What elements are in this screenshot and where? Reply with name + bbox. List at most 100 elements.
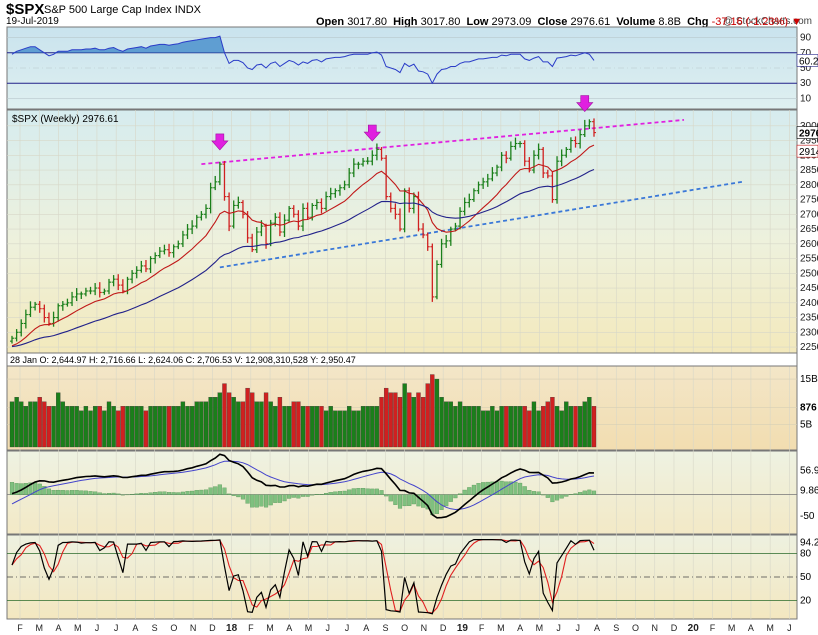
macd-hist-35 xyxy=(171,492,176,495)
macd-hist-41 xyxy=(199,489,204,495)
macd-hist-16 xyxy=(83,490,88,495)
volume-bar-114 xyxy=(536,410,541,448)
volume-bar-67 xyxy=(319,406,324,448)
x-tick-20: O xyxy=(401,623,408,633)
macd-hist-32 xyxy=(157,491,162,495)
change-down-icon: ▼ xyxy=(791,16,802,28)
x-tick-3: M xyxy=(74,623,82,633)
x-tick-6: A xyxy=(132,623,138,633)
x-tick-8: O xyxy=(170,623,177,633)
volume-bar-42 xyxy=(203,401,209,448)
x-tick-19: S xyxy=(382,623,388,633)
volume-bar-81 xyxy=(383,387,389,448)
price-y-tick-7: 2650 xyxy=(800,224,818,235)
macd-hist-72 xyxy=(342,490,347,495)
volume-bar-6 xyxy=(37,397,42,448)
volume-bar-95 xyxy=(448,401,453,448)
x-tick-15: M xyxy=(305,623,313,633)
volume-bar-52 xyxy=(250,392,255,448)
volume-bar-3 xyxy=(23,406,29,448)
vol-y-tick-1: 876 xyxy=(800,402,817,413)
vol-y-tick-2: 5B xyxy=(800,419,813,430)
rsi-last-label: 60.2 xyxy=(799,56,818,67)
volume-bar-24 xyxy=(120,406,126,448)
volume-bar-105 xyxy=(494,410,500,448)
rsi-line xyxy=(11,35,595,85)
x-tick-30: A xyxy=(594,623,600,633)
volume-bar-37 xyxy=(180,401,186,448)
x-tick-24: F xyxy=(479,623,485,633)
macd-hist-59 xyxy=(282,494,287,502)
macd-hist-100 xyxy=(471,484,476,495)
macd-hist-7 xyxy=(42,486,47,495)
macd-hist-86 xyxy=(407,494,412,506)
macd-hist-53 xyxy=(254,494,259,508)
volume-bar-77 xyxy=(365,406,370,448)
volume-bar-63 xyxy=(300,406,306,448)
macd-hist-114 xyxy=(536,491,541,495)
macd-hist-124 xyxy=(582,490,587,495)
volume-bar-23 xyxy=(116,410,121,448)
x-tick-12: F xyxy=(248,623,254,633)
volume-bar-78 xyxy=(370,406,375,448)
price-panel[interactable] xyxy=(6,109,798,354)
macd-hist-10 xyxy=(56,489,61,495)
info-bar xyxy=(6,352,798,367)
volume-bar-79 xyxy=(374,406,380,448)
macd-hist-50 xyxy=(240,494,246,500)
macd-hist-117 xyxy=(550,494,555,503)
volume-bar-122 xyxy=(573,406,578,448)
macd-hist-31 xyxy=(153,492,158,495)
volume-bar-104 xyxy=(490,406,495,448)
macd-hist-11 xyxy=(60,490,65,495)
macd-hist-30 xyxy=(148,492,153,495)
macd-hist-69 xyxy=(328,492,333,495)
symbol[interactable]: $SPX xyxy=(6,1,45,18)
volume-bar-71 xyxy=(337,410,343,448)
rsi-y-tick-2: 50 xyxy=(800,63,812,74)
price-legend: $SPX (Weekly) 2976.61 xyxy=(12,114,119,125)
volume-bar-57 xyxy=(273,406,278,448)
macd-hist-79 xyxy=(374,488,379,495)
volume-bar-56 xyxy=(268,401,273,448)
watermark: @ StockCharts.com xyxy=(722,16,812,27)
volume-bar-25 xyxy=(125,406,130,448)
vol-y-tick-0: 15B xyxy=(800,374,818,385)
macd-hist-111 xyxy=(522,486,527,495)
macd-hist-98 xyxy=(462,489,467,495)
macd-hist-81 xyxy=(384,494,389,497)
volume-bar-7 xyxy=(42,401,47,448)
macd-panel[interactable] xyxy=(6,450,798,535)
price-y-tick-9: 2550 xyxy=(800,254,818,265)
volume-bar-21 xyxy=(106,401,112,448)
volume-bar-33 xyxy=(162,406,167,448)
x-tick-33: N xyxy=(651,623,658,633)
macd-hist-9 xyxy=(51,490,56,495)
stoch-k-line xyxy=(11,538,595,615)
volume-bar-54 xyxy=(259,401,264,448)
volume-bar-55 xyxy=(263,392,269,448)
macd-hist-39 xyxy=(190,490,195,495)
volume-bar-108 xyxy=(508,406,514,448)
macd-hist-64 xyxy=(305,494,310,497)
volume-bar-62 xyxy=(296,401,301,448)
macd-hist-75 xyxy=(356,488,361,495)
macd-hist-34 xyxy=(166,492,172,495)
volume-bar-36 xyxy=(176,406,181,448)
x-tick-2: A xyxy=(55,623,61,633)
macd-signal-line xyxy=(11,460,595,511)
macd-hist-122 xyxy=(573,493,578,495)
volume-bar-26 xyxy=(129,406,135,448)
price-y-tick-13: 2350 xyxy=(800,313,818,324)
volume-bar-51 xyxy=(245,387,250,448)
macd-hist-120 xyxy=(564,494,569,497)
volume-bar-60 xyxy=(286,406,292,448)
volume-bar-92 xyxy=(434,378,440,448)
volume-bar-19 xyxy=(97,406,102,448)
macd-hist-47 xyxy=(227,493,232,495)
volume-bar-47 xyxy=(226,392,232,448)
volume-bar-88 xyxy=(416,392,421,448)
volume-bar-46 xyxy=(222,383,227,448)
macd-y-tick-2: -50 xyxy=(800,511,815,522)
